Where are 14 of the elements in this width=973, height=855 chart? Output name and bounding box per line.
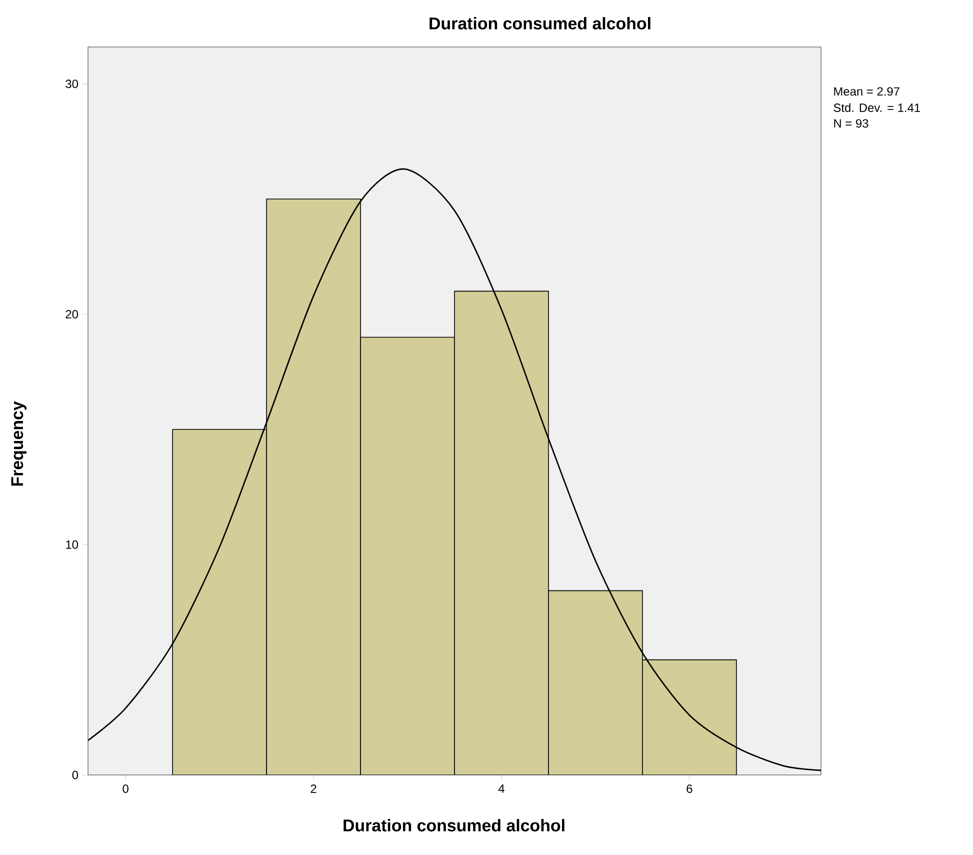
chart-title: Duration consumed alcohol — [430, 17, 650, 30]
x-tick-label: 4 — [498, 784, 504, 793]
y-tick-label: 30 — [66, 80, 78, 88]
x-axis-title: Duration consumed alcohol — [344, 819, 564, 832]
text: N = 93 — [834, 119, 868, 128]
y-tick-label: 20 — [66, 310, 78, 318]
y-axis-title: Frequency — [11, 401, 26, 486]
y-tick-label: 0 — [72, 770, 78, 780]
x-tick-label: 2 — [310, 784, 316, 793]
text: Std. Dev. = 1.41 — [834, 103, 920, 112]
text: Mean = 2.97 — [834, 87, 900, 96]
x-tick-label: 6 — [686, 784, 692, 793]
y-tick-label: 10 — [66, 540, 78, 549]
x-tick-label: 0 — [122, 784, 128, 793]
